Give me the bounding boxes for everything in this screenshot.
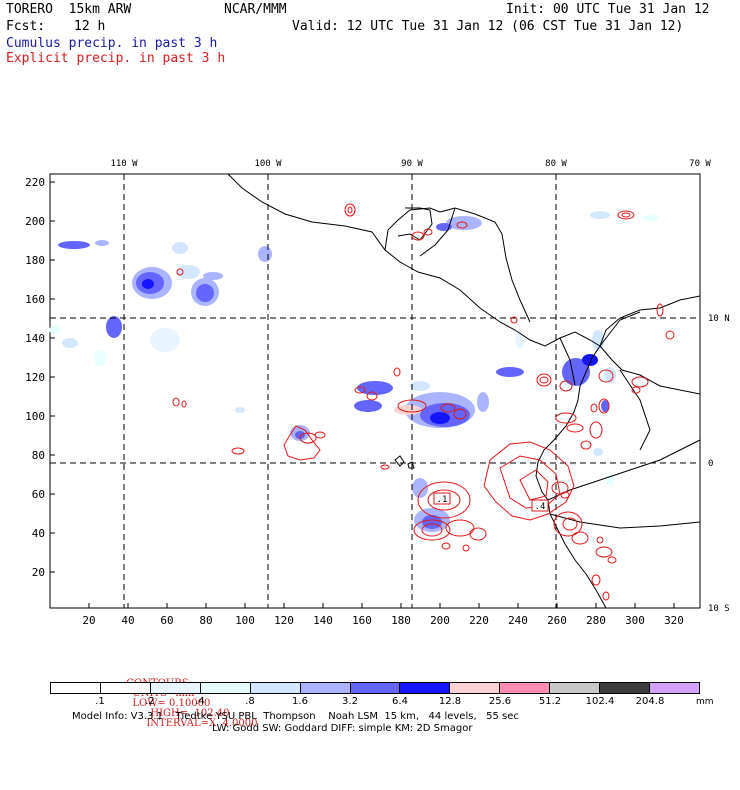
legend-value: 12.8: [438, 696, 462, 707]
color-legend-bar: [50, 682, 700, 694]
y-tick-label: 120: [25, 371, 45, 384]
model-info-line2: LW: Godd SW: Goddard DIFF: simple KM: 2D…: [212, 723, 473, 734]
x-tick-label: 100: [235, 614, 255, 627]
explicit-precip-contours: [172, 203, 675, 601]
model-title: TORERO 15km ARW: [6, 2, 132, 17]
legend-value: 51.2: [538, 696, 562, 707]
y-tick-label: 180: [25, 254, 45, 267]
legend-swatch: [449, 683, 500, 693]
legend-value: .8: [245, 696, 255, 707]
x-tick-label: 120: [274, 614, 294, 627]
x-tick-label: 320: [664, 614, 684, 627]
y-tick-label: 80: [32, 449, 45, 462]
x-tick-label: 300: [625, 614, 645, 627]
cumulus-precip-label: Cumulus precip. in past 3 h: [6, 36, 218, 51]
legend-swatch: [99, 683, 150, 693]
y-tick-label: 100: [25, 410, 45, 423]
legend-swatch: [299, 683, 350, 693]
x-tick-label: 280: [586, 614, 606, 627]
legend-value: 3.2: [342, 696, 358, 707]
lat-label: 10 N: [708, 314, 730, 324]
x-axis-labels: 20 40 60 80 100 120 140 160 180 200 220 …: [82, 614, 684, 627]
valid-time: Valid: 12 UTC Tue 31 Jan 12 (06 CST Tue …: [292, 19, 684, 34]
legend-swatch: [549, 683, 600, 693]
legend-value: 6.4: [392, 696, 408, 707]
legend-value: .1: [95, 696, 105, 707]
legend-swatch: [649, 683, 699, 693]
interval-label: INTERVAL=X 4.0000: [146, 718, 258, 729]
y-tick-label: 20: [32, 566, 45, 579]
y-tick-label: 60: [32, 488, 45, 501]
contour-label: .1: [437, 495, 448, 505]
init-time: Init: 00 UTC Tue 31 Jan 12: [506, 2, 710, 17]
x-tick-label: 60: [160, 614, 173, 627]
x-tick-label: 240: [508, 614, 528, 627]
legend-swatch: [51, 683, 100, 693]
x-tick-label: 140: [313, 614, 333, 627]
map-frame: .1 .4: [49, 173, 701, 609]
lon-label: 90 W: [401, 159, 423, 169]
color-legend-labels: .1 .2 .4 .8 1.6 3.2 6.4 12.8 25.6 51.2 102.4 204.8: [50, 696, 700, 707]
x-tick-label: 180: [391, 614, 411, 627]
legend-swatch: [149, 683, 200, 693]
contour-value-labels: .1 .4: [433, 492, 549, 512]
legend-value: 204.8: [635, 696, 665, 707]
legend-swatch: [349, 683, 400, 693]
y-tick-label: 200: [25, 215, 45, 228]
lat-label: 10 S: [708, 604, 730, 614]
legend-swatch: [199, 683, 250, 693]
y-tick-label: 40: [32, 527, 45, 540]
lon-label: 80 W: [545, 159, 567, 169]
legend-swatch: [399, 683, 450, 693]
y-tick-label: 160: [25, 293, 45, 306]
x-tick-label: 220: [469, 614, 489, 627]
axis-ticks: [50, 181, 675, 608]
organization: NCAR/MMM: [224, 2, 287, 17]
y-tick-label: 220: [25, 176, 45, 189]
legend-value: .4: [195, 696, 205, 707]
legend-swatch: [599, 683, 650, 693]
legend-swatch: [499, 683, 550, 693]
y-axis-labels: 220 200 180 160 140 120 100 80 60 40 20: [25, 176, 45, 579]
coastlines: [227, 173, 701, 609]
model-info-line1: Model Info: V3.3.1 Tiedtke YSU PBL Thomp…: [72, 711, 519, 722]
low-label: LOW= 0.10000: [132, 698, 211, 709]
explicit-precip-label: Explicit precip. in past 3 h: [6, 51, 226, 66]
lat-lon-grid: [50, 174, 700, 608]
forecast-label: Fcst:: [6, 19, 46, 34]
x-tick-label: 20: [82, 614, 95, 627]
legend-swatch: [249, 683, 300, 693]
legend-unit: mm: [696, 697, 714, 707]
legend-value: 1.6: [292, 696, 308, 707]
y-tick-label: 140: [25, 332, 45, 345]
x-tick-label: 200: [430, 614, 450, 627]
legend-value: 25.6: [488, 696, 512, 707]
x-tick-label: 160: [352, 614, 372, 627]
x-tick-label: 260: [547, 614, 567, 627]
x-tick-label: 40: [121, 614, 134, 627]
high-label: HIGH= 102.40: [150, 708, 230, 719]
legend-value: .2: [145, 696, 155, 707]
lon-label: 110 W: [110, 159, 138, 169]
lat-label: 0: [708, 459, 713, 469]
contour-label: .4: [535, 502, 546, 512]
forecast-hour: 12 h: [74, 19, 106, 34]
precipitation-map: 110 W 100 W 90 W 80 W 70 W: [25, 159, 730, 627]
lon-label: 100 W: [254, 159, 282, 169]
x-tick-label: 80: [199, 614, 212, 627]
lat-labels: 10 N 0 10 S: [708, 314, 730, 614]
legend-value: 102.4: [585, 696, 615, 707]
lon-label: 70 W: [689, 159, 711, 169]
